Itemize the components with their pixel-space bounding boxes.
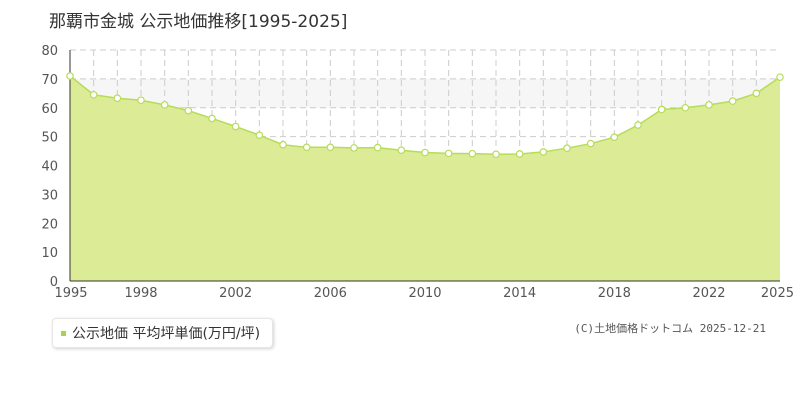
x-tick-label: 1998: [124, 286, 157, 301]
data-point: [231, 122, 240, 131]
data-point: [255, 131, 264, 139]
data-point: [373, 143, 382, 152]
data-point: [184, 106, 193, 115]
data-point: [89, 90, 98, 99]
data-point: [539, 148, 548, 156]
data-point: [468, 149, 477, 158]
data-point: [326, 143, 335, 152]
data-point: [705, 101, 713, 109]
data-point: [586, 139, 595, 148]
y-tick-label: 20: [41, 217, 58, 232]
x-tick-label: 2022: [692, 286, 725, 301]
point-layer: [66, 72, 784, 159]
axis-layer: [69, 50, 780, 282]
x-tick-label: 2025: [761, 286, 794, 301]
legend: 公示地価 平均坪単価(万円/坪): [52, 318, 274, 348]
data-point: [657, 105, 666, 114]
data-point: [66, 72, 74, 80]
y-tick-label: 80: [41, 44, 58, 59]
data-point: [137, 96, 145, 105]
data-point: [728, 97, 737, 105]
y-tick-label: 60: [41, 102, 58, 117]
y-tick-label: 30: [41, 188, 58, 203]
legend-swatch: [61, 330, 66, 336]
data-point: [350, 144, 358, 152]
x-tick-label: 2014: [503, 286, 536, 301]
x-tick-label: 2018: [598, 286, 631, 301]
x-tick-label: 1995: [54, 286, 87, 301]
data-point: [160, 101, 169, 109]
data-point: [421, 148, 429, 157]
data-point: [610, 133, 619, 142]
data-point: [279, 140, 287, 149]
data-point: [208, 114, 216, 123]
data-point: [397, 146, 406, 154]
y-tick-label: 70: [41, 73, 58, 88]
data-point: [752, 89, 761, 98]
x-tick-label: 2006: [314, 286, 347, 301]
data-point: [515, 150, 524, 158]
y-tick-label: 40: [41, 160, 58, 175]
data-point: [302, 143, 311, 152]
data-point: [563, 144, 571, 152]
x-tick-label: 2010: [408, 286, 441, 301]
series-area: [70, 75, 780, 281]
data-point: [776, 73, 784, 81]
data-point: [113, 94, 122, 103]
data-point: [681, 103, 690, 112]
data-point: [444, 149, 453, 158]
y-tick-label: 0: [50, 275, 58, 290]
data-point: [634, 121, 642, 129]
data-point: [492, 150, 500, 159]
legend-label: 公示地価 平均坪単価(万円/坪): [72, 326, 261, 342]
chart-title: 那覇市金城 公示地価推移[1995-2025]: [49, 12, 347, 32]
tick-label-layer: 0 10 20 30 40 50 60 70 80 1995 1998 2002 2006 2010 201…: [41, 44, 794, 301]
y-tick-label: 50: [41, 131, 58, 146]
y-tick-label: 10: [41, 246, 58, 261]
x-tick-label: 2002: [219, 286, 252, 301]
credit-text: (C)土地価格ドットコム 2025-12-21: [574, 322, 766, 335]
